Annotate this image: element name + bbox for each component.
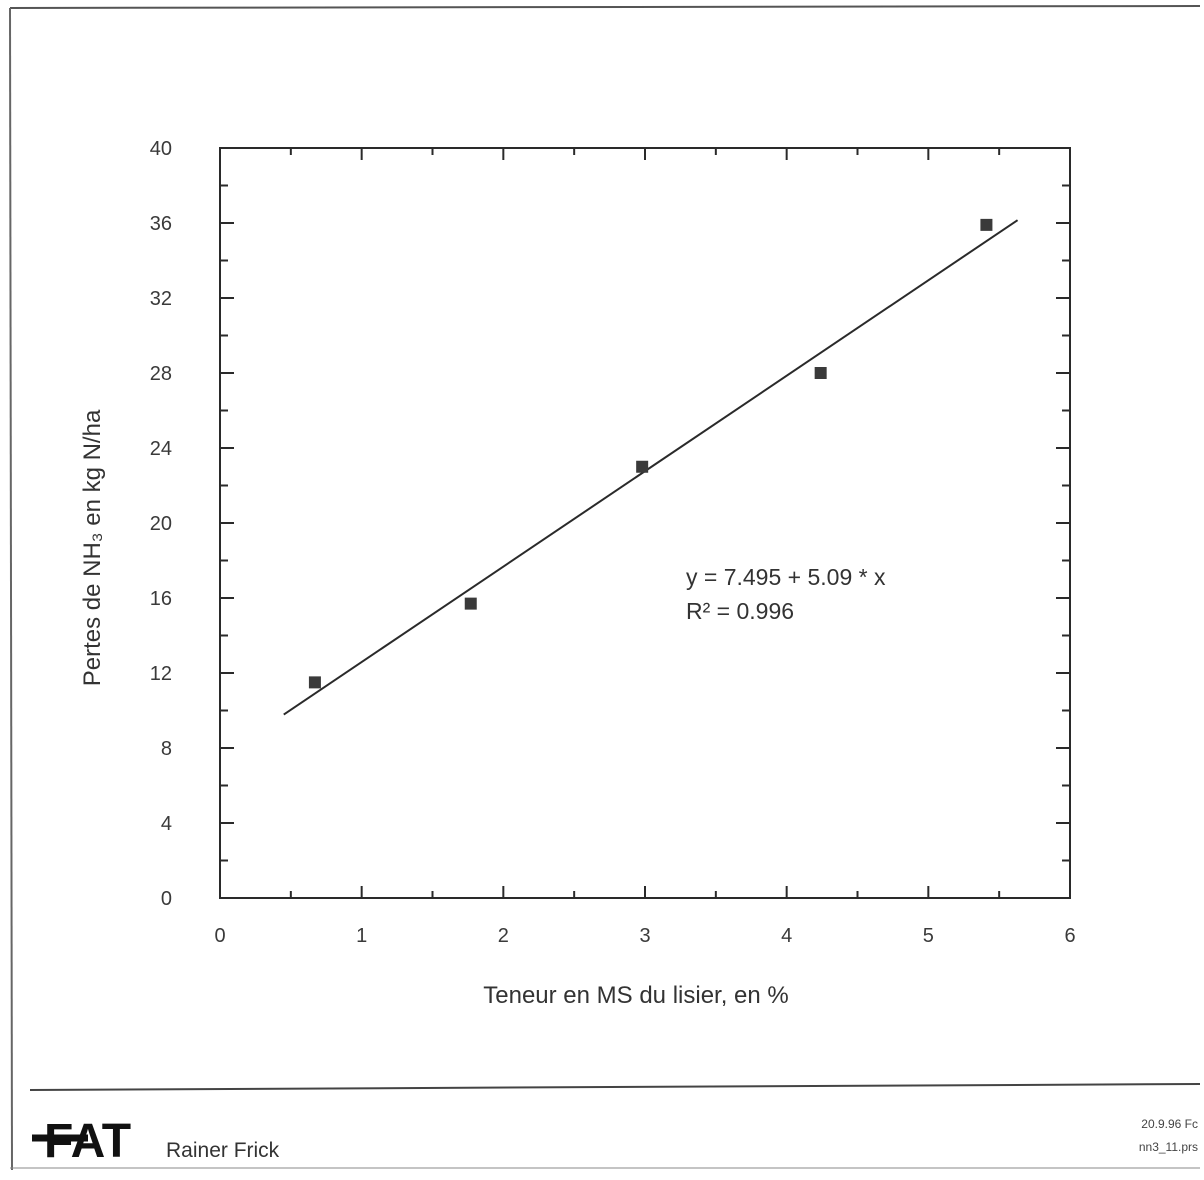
y-tick-label: 36 [150, 213, 172, 235]
data-point [636, 460, 649, 473]
y-tick-label: 28 [150, 363, 172, 385]
r-squared-label: R² = 0.996 [686, 598, 794, 624]
fat-logo-text: FAT [44, 1115, 131, 1168]
data-point [814, 367, 827, 379]
y-tick-label: 24 [150, 438, 172, 460]
footer-divider [29, 1083, 1201, 1091]
y-tick-label: 40 [150, 138, 172, 160]
y-tick-label: 12 [150, 663, 172, 685]
regression-layer [283, 219, 1019, 716]
fat-logo: FAT [32, 1115, 131, 1168]
page-border-top [9, 5, 1201, 9]
regression-equation: y = 7.495 + 5.09 * x [686, 564, 886, 590]
x-tick-label: 3 [639, 925, 650, 947]
x-tick-label: 6 [1064, 925, 1075, 947]
y-tick-label: 32 [150, 288, 172, 310]
axis-ticks [219, 147, 1071, 899]
footer-date: 20.9.96 Fc [1141, 1117, 1198, 1131]
x-tick-label: 5 [923, 925, 934, 947]
plot-frame [219, 147, 1071, 899]
y-axis-title: Pertes de NH₃ en kg N/ha [79, 409, 106, 686]
page-border-left [9, 7, 13, 1171]
x-axis-title: Teneur en MS du lisier, en % [483, 982, 789, 1009]
data-point [308, 676, 321, 689]
y-tick-label: 8 [161, 738, 172, 760]
y-tick-label: 4 [161, 813, 172, 835]
footer-author: Rainer Frick [166, 1139, 280, 1162]
data-points [308, 218, 993, 689]
y-tick-label: 16 [150, 588, 172, 610]
footer-filename: nn3_11.prs [1138, 1140, 1198, 1154]
x-tick-label: 2 [498, 925, 509, 947]
regression-line [283, 219, 1019, 716]
data-point [980, 218, 993, 231]
data-point [464, 597, 477, 610]
x-tick-label: 1 [356, 925, 367, 947]
y-tick-label: 20 [150, 513, 172, 535]
x-tick-label: 4 [781, 925, 792, 947]
y-tick-label: 0 [161, 888, 172, 910]
x-tick-label: 0 [214, 925, 225, 947]
